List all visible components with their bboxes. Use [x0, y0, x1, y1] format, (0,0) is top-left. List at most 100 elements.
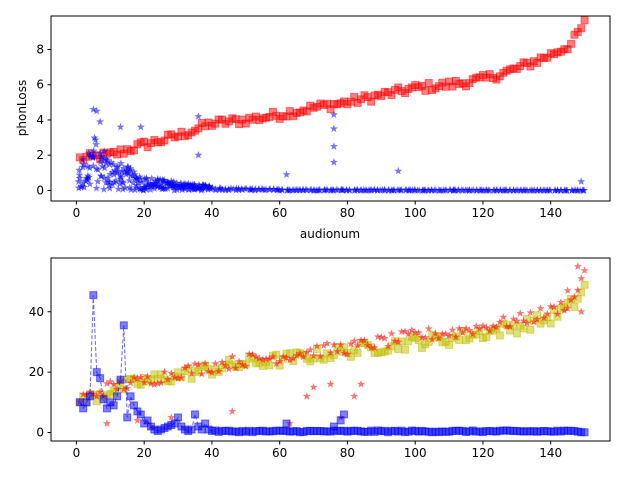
data-point	[301, 185, 310, 194]
data-point	[116, 171, 125, 180]
data-point	[448, 325, 457, 334]
data-point	[468, 329, 477, 338]
data-point	[455, 324, 464, 332]
data-point	[137, 178, 146, 186]
data-point	[350, 392, 359, 400]
data-point	[82, 174, 91, 183]
top-subplot: 0 20 40 60 80 100 120 140 0 2 4 6 8 audionum phonLos…	[15, 15, 611, 241]
data-point	[536, 186, 545, 194]
data-point	[451, 332, 460, 341]
data-point	[123, 384, 132, 392]
data-point	[329, 110, 338, 119]
top-plot-marks	[74, 16, 589, 194]
top-y-axis-label: phonLoss	[15, 80, 29, 137]
data-point	[414, 328, 423, 337]
data-point	[163, 375, 172, 383]
x-tick-label: 40	[204, 206, 219, 220]
data-point	[485, 326, 494, 335]
data-point	[224, 364, 233, 373]
data-point	[546, 319, 555, 328]
data-point	[421, 333, 430, 341]
data-point	[472, 322, 481, 330]
data-point	[363, 341, 372, 349]
x-tick-label: 140	[539, 206, 562, 220]
data-point	[98, 162, 107, 170]
data-point	[153, 379, 162, 387]
data-point	[269, 185, 278, 193]
data-point	[193, 184, 202, 192]
data-point	[96, 149, 104, 157]
data-point	[288, 186, 297, 194]
data-point	[563, 286, 572, 294]
data-point	[309, 351, 318, 360]
data-point	[89, 161, 98, 170]
data-point	[116, 159, 125, 167]
data-point	[96, 374, 105, 383]
data-point	[254, 185, 263, 193]
y-tick-label: 2	[36, 148, 44, 162]
data-point	[506, 186, 514, 194]
data-point	[523, 318, 531, 327]
data-point	[512, 186, 521, 194]
data-point	[211, 185, 220, 194]
data-point	[546, 186, 555, 194]
data-point	[153, 181, 162, 190]
data-point	[126, 378, 135, 387]
data-point	[248, 350, 257, 358]
data-point	[428, 335, 437, 343]
data-point	[570, 302, 579, 311]
data-point	[91, 135, 100, 144]
x-tick-label: 40	[204, 446, 219, 460]
data-point	[292, 351, 301, 359]
data-point	[430, 186, 439, 194]
data-point	[384, 186, 393, 194]
data-point	[194, 360, 203, 369]
data-point	[92, 140, 101, 148]
series-loss_squares	[75, 16, 589, 165]
data-point	[401, 327, 409, 335]
data-point	[204, 367, 213, 375]
data-point	[357, 380, 365, 388]
data-point	[345, 186, 354, 194]
data-point	[133, 374, 142, 383]
data-point	[92, 184, 101, 192]
data-point	[397, 327, 406, 336]
data-point	[577, 177, 586, 185]
data-point	[107, 158, 116, 166]
data-point	[418, 333, 426, 341]
data-point	[339, 185, 347, 194]
data-point	[521, 186, 530, 194]
data-point	[129, 178, 138, 187]
data-point	[579, 186, 588, 194]
data-point	[136, 410, 145, 419]
data-point	[309, 383, 318, 391]
data-point	[302, 348, 311, 356]
y-tick-label: 8	[36, 42, 44, 56]
data-point	[115, 179, 124, 188]
x-tick-label: 100	[404, 446, 427, 460]
data-point	[580, 280, 589, 289]
data-point	[184, 185, 193, 194]
bottom-subplot: 0 20 40 60 80 100 120 140 0 20 40	[29, 257, 611, 460]
data-point	[302, 392, 311, 400]
data-point	[546, 302, 555, 310]
data-point	[370, 343, 379, 352]
data-point	[136, 122, 145, 131]
data-point	[533, 315, 542, 323]
data-point	[567, 295, 575, 304]
data-point	[92, 106, 101, 115]
data-point	[445, 331, 454, 340]
x-tick-label: 20	[137, 446, 152, 460]
data-point	[92, 392, 101, 400]
data-point	[102, 419, 111, 427]
data-point	[125, 176, 134, 185]
data-point	[401, 345, 410, 354]
data-point	[113, 162, 122, 170]
data-point	[105, 184, 114, 192]
data-point	[329, 186, 338, 194]
data-point	[103, 173, 112, 182]
data-point	[75, 174, 84, 182]
data-point	[526, 308, 535, 317]
data-point	[326, 380, 335, 388]
data-point	[346, 339, 355, 348]
